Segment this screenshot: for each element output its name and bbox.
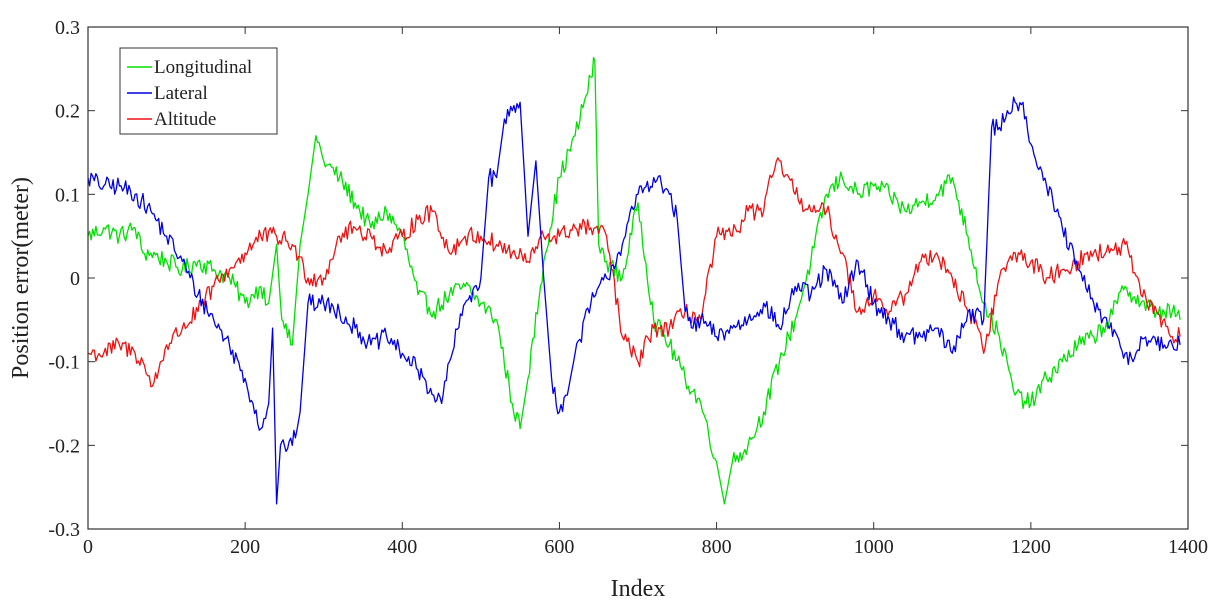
y-tick-label: -0.1 (48, 352, 80, 374)
y-tick-label: -0.3 (48, 519, 80, 541)
x-tick-label: 1400 (1168, 536, 1208, 558)
legend-label-lateral: Lateral (154, 83, 208, 104)
x-tick-label: 800 (702, 536, 732, 558)
y-axis-title: Position error(meter) (8, 177, 34, 379)
y-tick-label: 0.2 (55, 101, 80, 123)
series-line-lateral (88, 96, 1181, 505)
x-tick-label: 1000 (854, 536, 894, 558)
legend: Longitudinal Lateral Altitude (119, 47, 278, 135)
y-axis: -0.3 -0.2 -0.1 0 0.1 0.2 0.3 (48, 17, 1188, 541)
y-tick-label: 0.1 (55, 184, 80, 206)
y-tick-label: 0 (70, 268, 80, 290)
y-tick-label: 0.3 (55, 17, 80, 39)
y-tick-label: -0.2 (48, 435, 80, 457)
legend-label-longitudinal: Longitudinal (154, 57, 252, 78)
x-axis-title: Index (611, 576, 666, 602)
legend-label-altitude: Altitude (154, 109, 216, 130)
x-tick-label: 200 (230, 536, 260, 558)
series-layer (88, 57, 1181, 505)
x-tick-label: 400 (387, 536, 417, 558)
series-line-altitude (88, 157, 1181, 388)
x-tick-label: 0 (83, 536, 93, 558)
x-axis: 0 200 400 600 800 1000 1200 1400 (83, 27, 1208, 558)
x-tick-label: 600 (544, 536, 574, 558)
x-tick-label: 1200 (1011, 536, 1051, 558)
series-line-longitudinal (88, 57, 1181, 505)
